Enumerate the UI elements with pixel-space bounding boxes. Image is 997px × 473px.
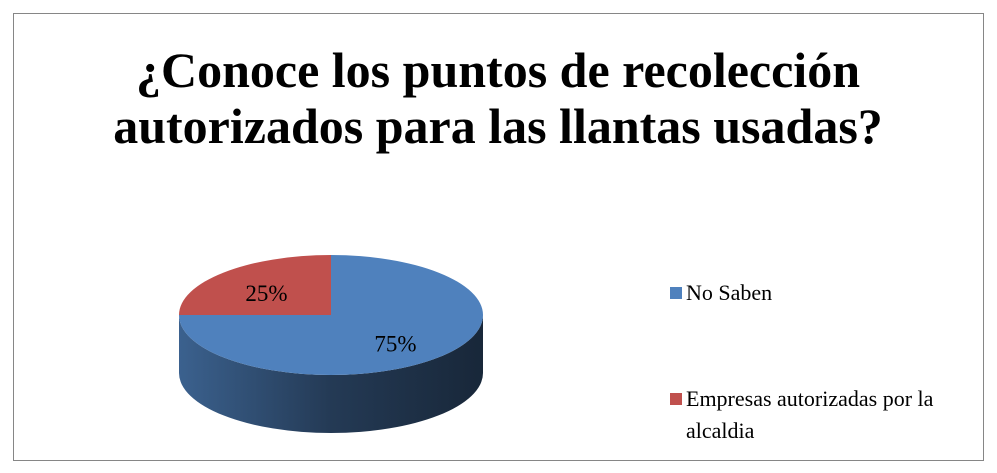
legend-swatch bbox=[670, 287, 682, 299]
legend-text: Empresas autorizadas por la alcaldia bbox=[686, 386, 934, 443]
chart-title: ¿Conoce los puntos de recolección autori… bbox=[113, 42, 883, 154]
legend-swatch bbox=[670, 393, 682, 405]
data-label: 25% bbox=[245, 281, 287, 306]
chart-frame bbox=[13, 13, 984, 461]
pie-side bbox=[179, 315, 483, 433]
pie-slice bbox=[179, 255, 331, 315]
legend-text: No Saben bbox=[686, 280, 773, 305]
data-label: 75% bbox=[374, 332, 416, 357]
